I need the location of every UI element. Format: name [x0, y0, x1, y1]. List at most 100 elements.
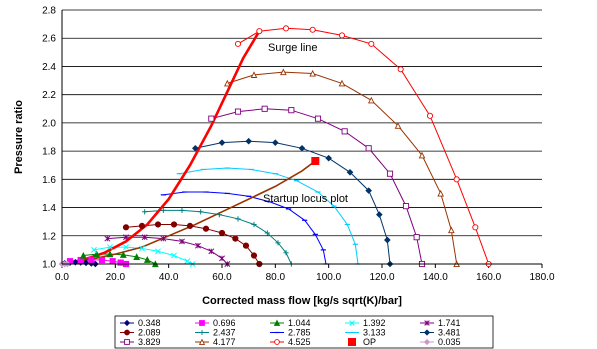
y-tick-labels: 1.0 1.2 1.4 1.6 1.8 2.0 2.2 2.4 2.6 2.8 — [42, 6, 56, 271]
annotation-startup-locus: Startup locus plot — [263, 193, 348, 205]
legend-label: 2.437 — [213, 328, 236, 338]
data-point — [402, 203, 410, 210]
data-point — [309, 26, 316, 33]
data-point — [218, 229, 226, 237]
legend-marker — [273, 319, 281, 326]
legend-label: 0.035 — [438, 337, 461, 347]
legend-item-OP: OP — [348, 337, 376, 347]
legend-label: 1.392 — [363, 318, 386, 328]
data-point — [104, 235, 111, 242]
data-point — [133, 253, 141, 261]
data-point — [394, 122, 402, 129]
data-point — [224, 79, 231, 87]
legend-item-1.044: 1.044 — [270, 318, 311, 328]
data-point — [123, 234, 129, 241]
legend-label: 3.481 — [438, 328, 461, 338]
legend-label: 2.785 — [288, 328, 311, 338]
data-point — [232, 235, 239, 242]
data-point — [195, 242, 201, 249]
data-point — [234, 40, 242, 47]
y-tick-label: 2.2 — [42, 90, 56, 101]
x-tick-label: 160.0 — [476, 272, 501, 283]
legend-label: 4.525 — [288, 337, 311, 347]
data-point — [208, 115, 215, 122]
legend-label: 4.177 — [213, 337, 236, 347]
y-tick-label: 2.0 — [42, 118, 56, 129]
y-tick-label: 1.8 — [42, 147, 56, 158]
x-tick-label: 40.0 — [159, 272, 179, 283]
legend-item-3.133: 3.133 — [345, 328, 386, 338]
data-point — [397, 66, 404, 73]
data-point — [386, 170, 394, 177]
data-point — [138, 222, 146, 229]
data-point — [250, 252, 258, 259]
x-tick-label: 100.0 — [316, 272, 341, 283]
data-point — [272, 139, 279, 146]
x-tick-label: 0.0 — [55, 272, 69, 283]
x-tick-label: 80.0 — [266, 272, 286, 283]
data-point — [338, 32, 346, 39]
legend-item-1.741: 1.741 — [420, 318, 461, 328]
y-tick-label: 1.2 — [42, 231, 56, 242]
data-point — [154, 221, 162, 228]
data-point — [184, 258, 191, 265]
y-tick-label: 1.0 — [42, 260, 56, 271]
legend-item-4.525: 4.525 — [270, 337, 311, 347]
data-point — [160, 235, 167, 242]
data-point — [170, 221, 178, 228]
data-point — [283, 250, 289, 256]
series-line-4.177 — [227, 71, 458, 265]
data-point — [192, 144, 199, 152]
data-point — [298, 144, 306, 152]
data-point — [384, 236, 391, 244]
data-point — [109, 258, 116, 265]
data-point — [171, 252, 177, 259]
x-tick-label: 120.0 — [369, 272, 394, 283]
data-point — [91, 246, 97, 253]
data-point — [218, 139, 226, 146]
x-tick-label: 140.0 — [423, 272, 448, 283]
data-point — [418, 151, 426, 159]
x-tick-label: 180.0 — [529, 272, 554, 283]
data-point — [234, 108, 242, 115]
data-point — [198, 209, 204, 215]
grid-lines — [62, 9, 542, 237]
legend-marker — [348, 338, 356, 346]
y-tick-label: 1.4 — [42, 203, 56, 214]
data-point — [288, 107, 295, 114]
data-point — [122, 224, 130, 231]
data-point — [365, 145, 372, 152]
data-point — [280, 68, 287, 76]
data-point — [453, 176, 460, 183]
legend-item-3.829: 3.829 — [120, 337, 161, 347]
series-line-3.829 — [211, 108, 423, 265]
data-point — [141, 234, 148, 241]
data-point — [365, 187, 372, 194]
data-point — [143, 256, 151, 263]
data-point — [309, 69, 316, 77]
legend-label: OP — [363, 337, 376, 347]
data-point — [413, 234, 420, 241]
data-point — [202, 225, 210, 232]
data-point — [235, 216, 241, 222]
data-point — [325, 154, 332, 162]
legend-marker — [199, 320, 205, 326]
legend-marker — [124, 339, 130, 345]
x-tick-labels: 0.0 20.0 40.0 60.0 80.0 100.0 120.0 140.0 160.0 1… — [55, 264, 555, 283]
data-point — [341, 128, 348, 135]
legend-marker — [198, 338, 206, 345]
data-point — [368, 96, 375, 104]
data-point — [139, 245, 145, 252]
data-point — [261, 105, 268, 112]
data-point — [251, 221, 257, 228]
legend-item-2.785: 2.785 — [270, 328, 311, 338]
legend-marker — [424, 320, 430, 326]
data-point — [142, 209, 148, 215]
data-point — [242, 242, 250, 249]
y-tick-label: 1.6 — [42, 175, 56, 186]
data-markers — [58, 25, 492, 268]
legend-marker — [423, 329, 431, 336]
data-point — [437, 189, 444, 197]
annotation-surge-line: Surge line — [268, 42, 318, 54]
